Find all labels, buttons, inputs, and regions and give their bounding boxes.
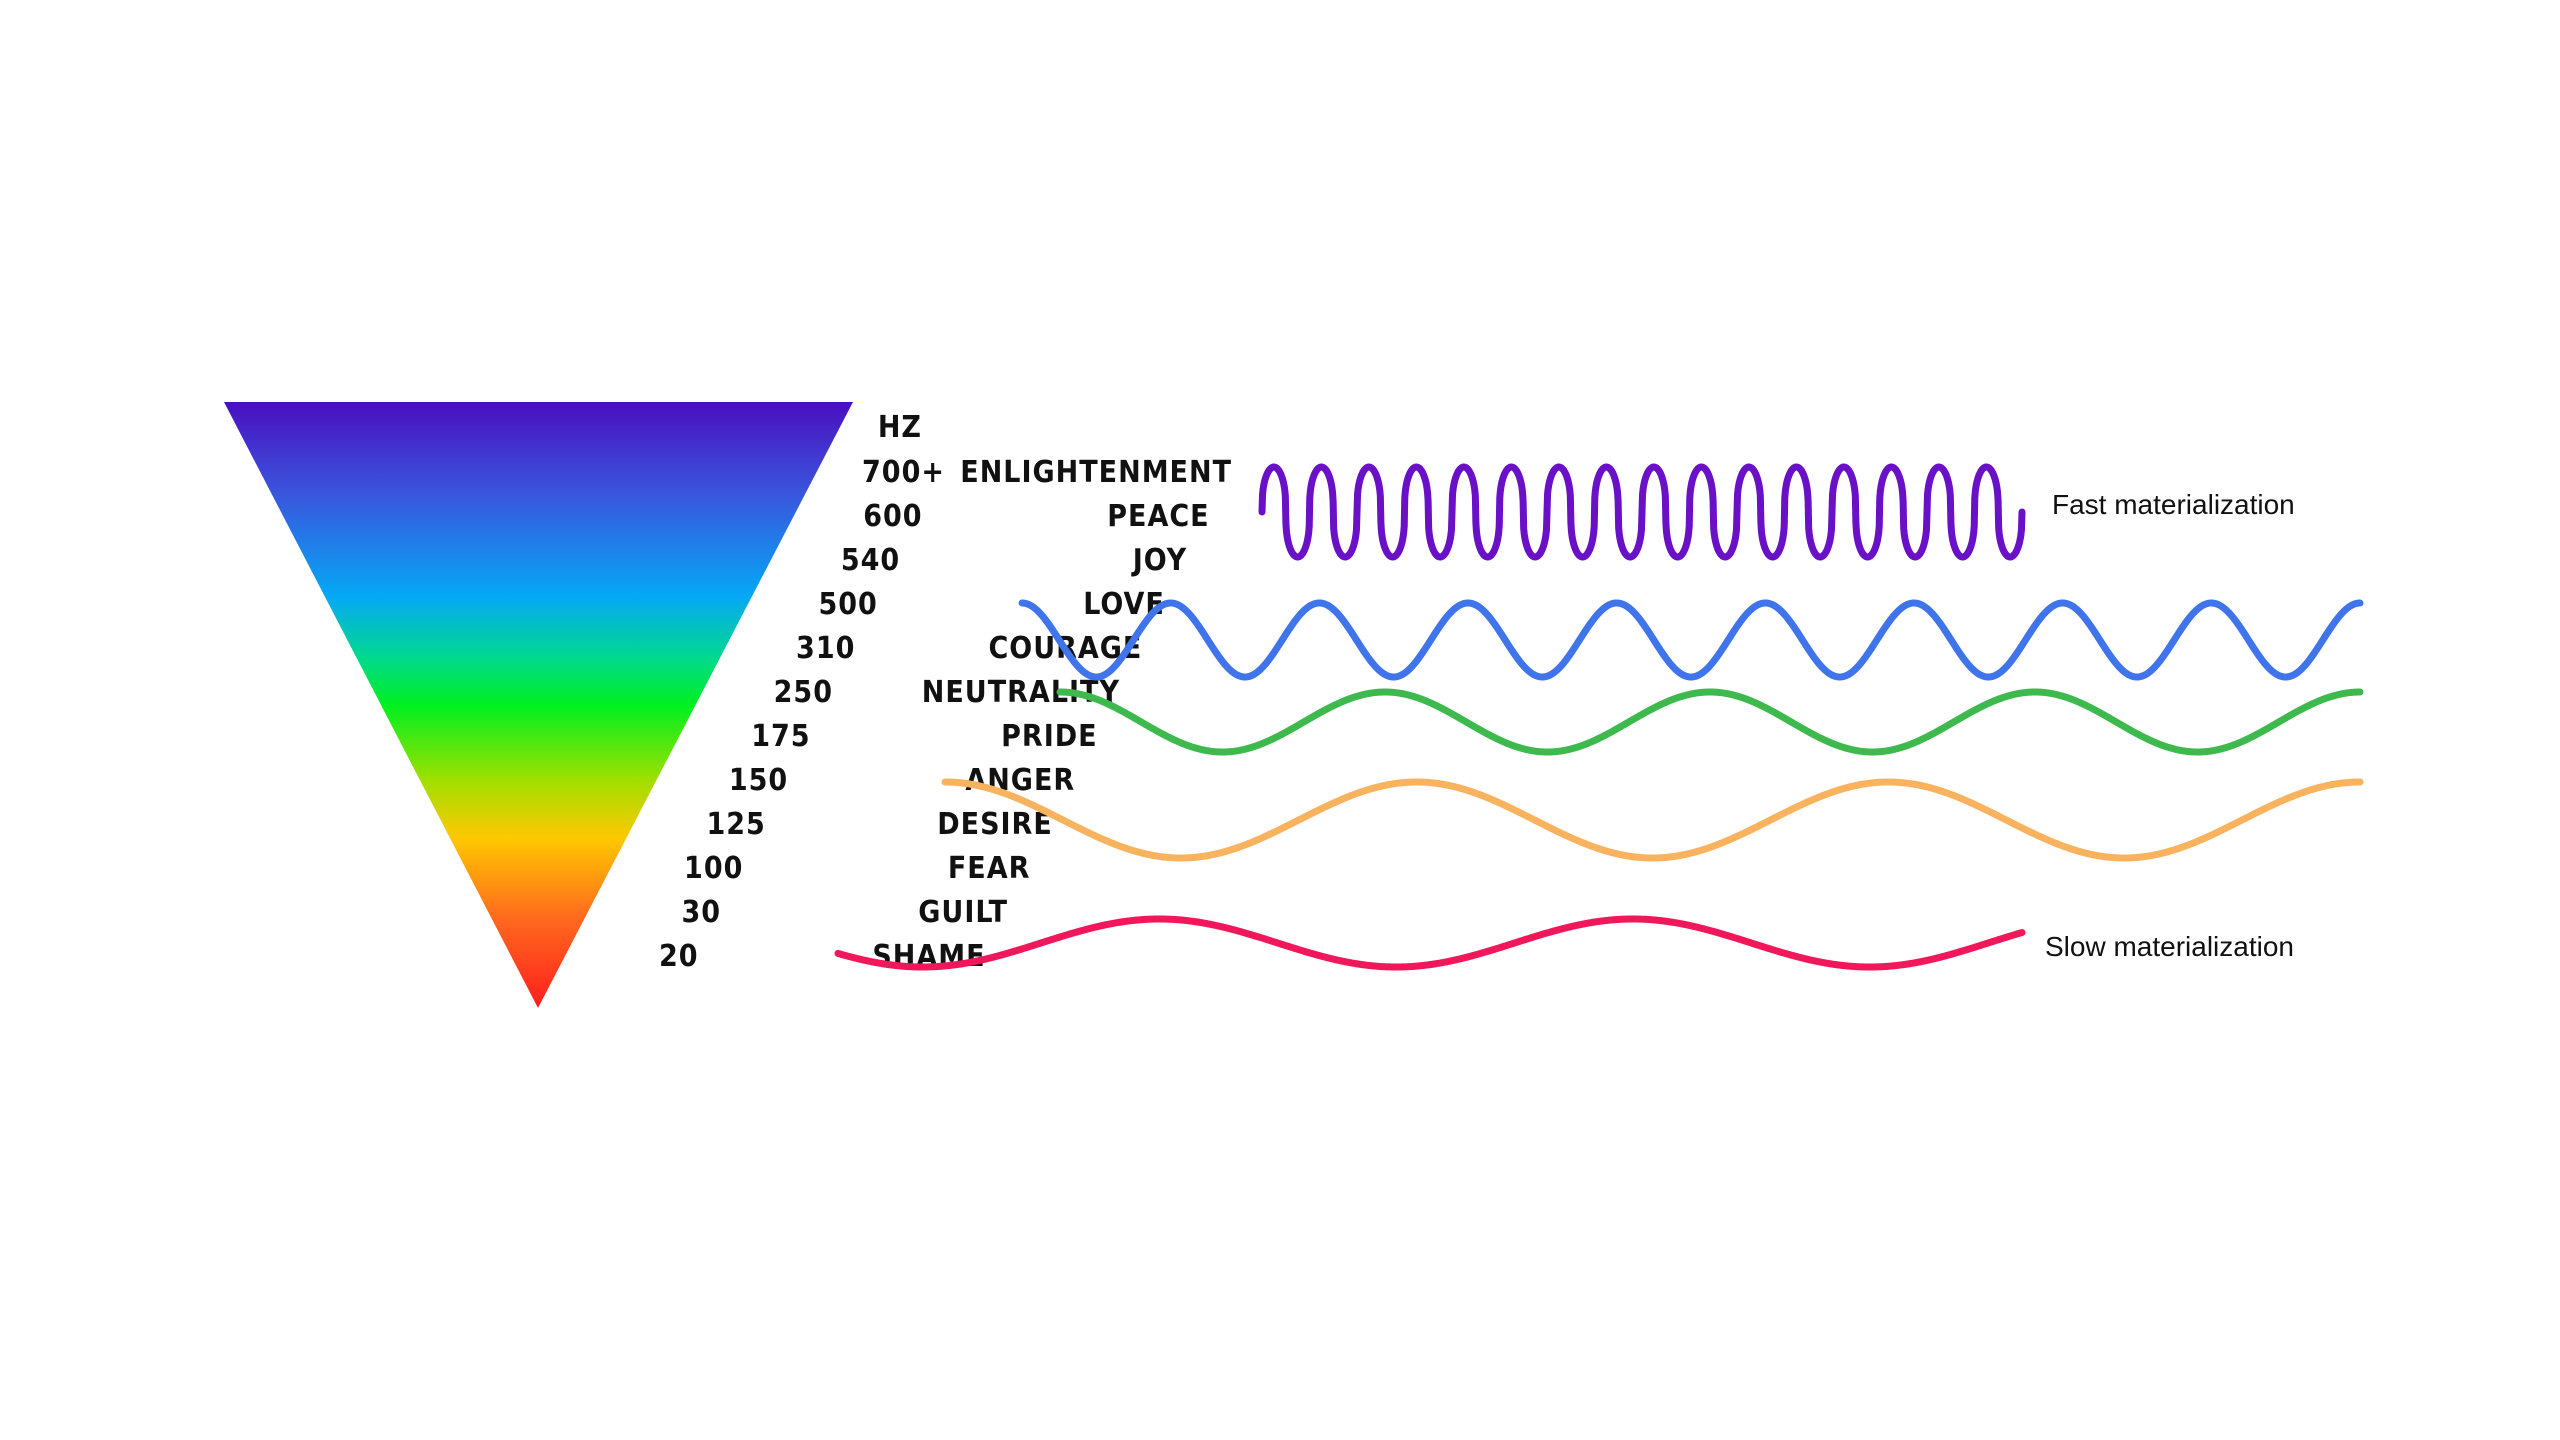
level-name: DESIRE <box>937 807 1053 842</box>
level-name: ANGER <box>965 763 1075 798</box>
enlightenment-wave <box>1258 463 2026 561</box>
level-hz: 125 <box>706 807 765 842</box>
level-name: JOY <box>1131 543 1187 578</box>
hz-header: HZ <box>878 410 922 445</box>
level-hz: 175 <box>751 719 810 754</box>
level-hz: 600 <box>863 499 922 534</box>
anger-wave <box>941 778 2364 862</box>
level-name: PEACE <box>1107 499 1209 534</box>
spectrum-triangle <box>224 402 853 1008</box>
neutrality-wave <box>1056 688 2364 756</box>
level-hz: 250 <box>774 675 833 710</box>
fast-materialization-caption: Fast materialization <box>2052 489 2295 520</box>
frequency-waves <box>834 463 2364 971</box>
level-hz: 30 <box>681 895 721 930</box>
level-name: GUILT <box>918 895 1008 930</box>
level-hz: 20 <box>659 939 699 974</box>
shame-wave <box>834 915 2026 971</box>
level-name: ENLIGHTENMENT <box>960 455 1232 490</box>
level-hz: 540 <box>841 543 900 578</box>
level-name: PRIDE <box>1001 719 1097 754</box>
level-hz: 310 <box>796 631 855 666</box>
level-name: NEUTRALITY <box>922 675 1120 710</box>
level-hz: 150 <box>729 763 788 798</box>
level-hz: 700+ <box>862 455 945 490</box>
level-hz: 500 <box>818 587 877 622</box>
love-wave <box>1018 599 2364 681</box>
slow-materialization-caption: Slow materialization <box>2045 931 2294 962</box>
level-name: FEAR <box>948 851 1031 886</box>
level-hz: 100 <box>684 851 743 886</box>
